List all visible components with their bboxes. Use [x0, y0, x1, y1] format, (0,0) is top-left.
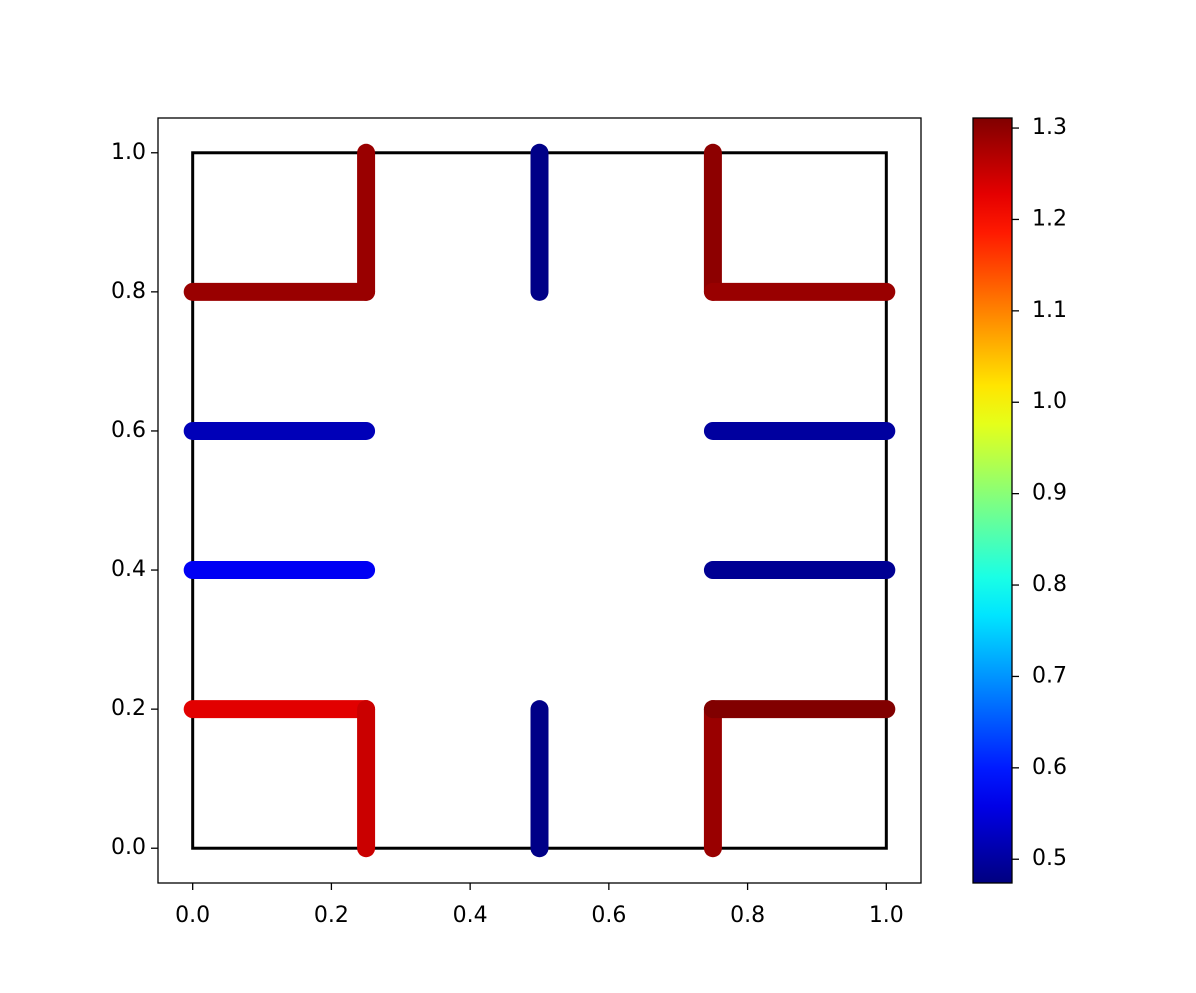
x-tick-label: 0.6: [591, 903, 626, 928]
x-tick-label: 0.2: [314, 903, 349, 928]
colorbar-tick-label: 1.2: [1032, 206, 1067, 231]
y-tick-label: 0.0: [111, 835, 146, 860]
x-tick-label: 0.0: [175, 903, 210, 928]
colorbar-tick-label: 1.1: [1032, 298, 1067, 323]
x-tick-label: 1.0: [869, 903, 904, 928]
x-tick-label: 0.4: [453, 903, 488, 928]
y-tick-label: 0.4: [111, 557, 146, 582]
colorbar: [972, 117, 1013, 884]
colorbar-tick-label: 0.6: [1032, 755, 1067, 780]
colorbar-tick-label: 0.7: [1032, 663, 1067, 688]
y-tick-label: 0.8: [111, 279, 146, 304]
x-tick-label: 0.8: [730, 903, 765, 928]
colorbar-tick-label: 0.9: [1032, 481, 1067, 506]
colorbar-tick-label: 0.5: [1032, 846, 1067, 871]
y-tick-label: 0.6: [111, 418, 146, 443]
plot-frame: [157, 117, 922, 884]
colorbar-tick-label: 1.0: [1032, 389, 1067, 414]
y-tick-label: 0.2: [111, 696, 146, 721]
colorbar-tick-label: 1.3: [1032, 115, 1067, 140]
colorbar-tick-label: 0.8: [1032, 572, 1067, 597]
y-tick-label: 1.0: [111, 140, 146, 165]
